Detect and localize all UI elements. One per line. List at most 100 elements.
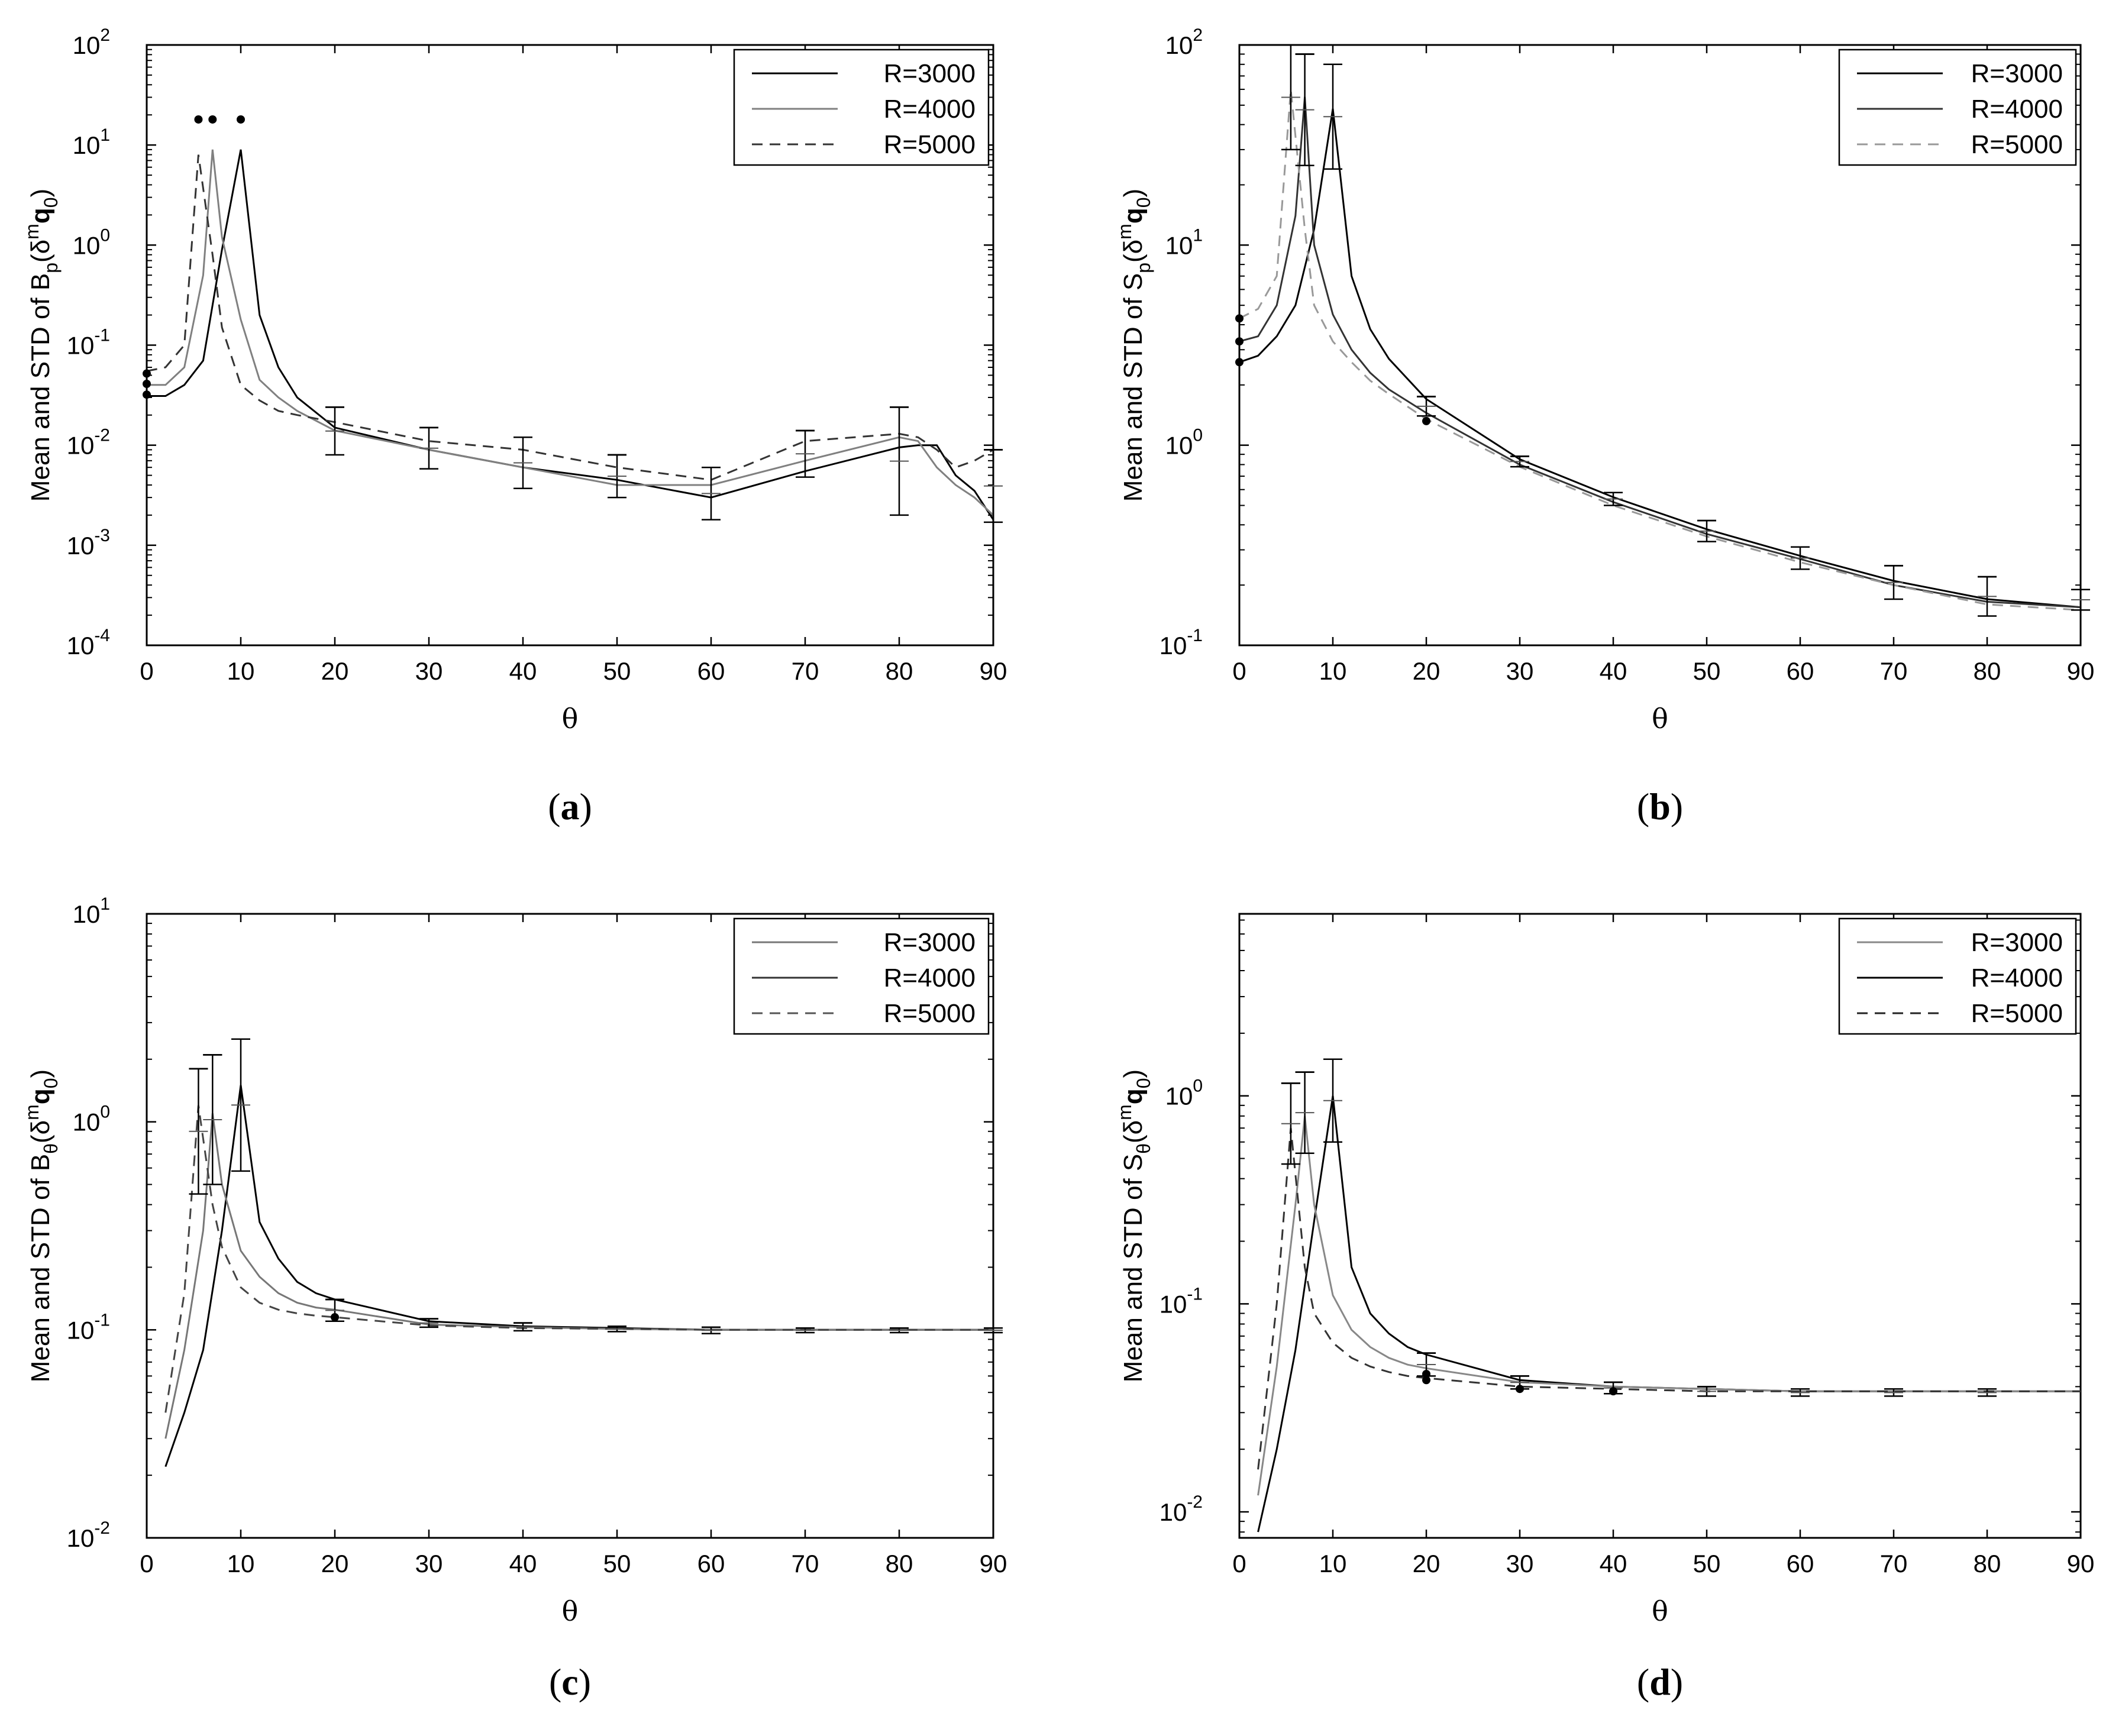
chart-a-y-tick-exp: -3 (94, 526, 110, 545)
chart-b-y-tick-base: 10 (1165, 31, 1193, 59)
chart-d-caption: (d) (1637, 1661, 1683, 1703)
chart-b-x-tick-label: 80 (1974, 657, 2001, 685)
chart-d-y-label-sub: θ (1133, 1143, 1154, 1154)
chart-c-x-tick-label: 40 (509, 1550, 537, 1577)
chart-c-y-tick-label: 10-1 (67, 1310, 110, 1344)
chart-c-series-line-r-3000 (164, 1085, 993, 1467)
chart-d-y-axis-label: Mean and STD of Sθ(δmq0) (1114, 1069, 1154, 1382)
chart-b-series-line-r-4000 (1239, 96, 2081, 609)
chart-a-marker-dot (143, 369, 151, 378)
chart-b-errorbar (1604, 492, 1623, 506)
chart-d-errorbar (1884, 1388, 1903, 1397)
chart-a-x-tick-label: 90 (980, 657, 1007, 685)
chart-b-errorbar (1323, 63, 1342, 170)
chart-c-x-tick-label: 60 (697, 1550, 725, 1577)
chart-a-y-label-sup: m (21, 224, 43, 240)
chart-d-legend-label: R=3000 (1971, 928, 2063, 957)
chart-b-errorbars (1281, 44, 2090, 617)
chart-c-errorbar (796, 1327, 815, 1334)
chart-d-series-group (1257, 1095, 2081, 1533)
chart-a-y-label-pre: Mean and STD of B (26, 273, 55, 502)
chart-b-y-label-sub: p (1133, 263, 1154, 273)
chart-a-y-axis-label: Mean and STD of Bp(δmq0) (21, 189, 62, 502)
chart-d-x-tick-label: 10 (1319, 1550, 1347, 1577)
chart-c-x-tick-label: 50 (603, 1550, 631, 1577)
chart-b-y-label-sup: m (1114, 224, 1135, 240)
chart-b-caption-open: ( (1637, 785, 1649, 827)
chart-a-y-tick-label: 102 (73, 25, 110, 59)
chart-c-y-label-pre: Mean and STD of B (26, 1154, 55, 1382)
chart-d-y-tick-base: 10 (1160, 1498, 1187, 1526)
chart-d-errorbar (1697, 1386, 1716, 1397)
chart-b-series-line-r-3000 (1239, 108, 2081, 609)
chart-a-legend-label: R=4000 (884, 95, 976, 124)
chart-a-y-tick-label: 100 (73, 225, 110, 259)
chart-b-y-tick-exp: 1 (1193, 225, 1203, 245)
chart-a-y-tick-label: 10-4 (67, 626, 110, 660)
chart-a-marker-dot (194, 115, 203, 124)
chart-a-x-tick-label: 30 (415, 657, 443, 685)
chart-b-y-label-sub2: 0 (1133, 197, 1154, 208)
chart-d-caption-close: ) (1671, 1661, 1683, 1703)
chart-a-x-tick-label: 20 (321, 657, 349, 685)
chart-b-y-axis-label: Mean and STD of Sp(δmq0) (1114, 189, 1154, 502)
chart-a-y-tick-label: 10-3 (67, 526, 110, 560)
chart-b-caption: (b) (1637, 785, 1683, 827)
chart-d-y-tick-exp: -1 (1187, 1284, 1203, 1304)
chart-c-y-label-mid: (δ (26, 1120, 55, 1143)
chart-a-y-label-bold: q (26, 208, 55, 224)
chart-b-y-tick-base: 10 (1165, 231, 1193, 259)
chart-a-y-tick-base: 10 (67, 532, 95, 560)
chart-c-errorbar (189, 1068, 208, 1195)
chart-c-caption: (c) (549, 1661, 591, 1703)
chart-b-y-tick-exp: -1 (1187, 626, 1203, 645)
chart-a-x-tick-label: 10 (227, 657, 255, 685)
chart-d-x-tick-label: 80 (1974, 1550, 2001, 1577)
chart-c-y-tick-exp: -2 (94, 1518, 110, 1538)
chart-d-errorbar (1281, 1082, 1300, 1165)
chart-c-errorbar (702, 1326, 721, 1334)
chart-b-x-tick-label: 90 (2067, 657, 2095, 685)
chart-b-errorbar (1884, 565, 1903, 600)
chart-a-errorbars (325, 406, 1003, 523)
chart-c-markers (331, 1312, 339, 1321)
chart-c-errorbar (419, 1318, 438, 1328)
chart-c-errorbar (890, 1327, 909, 1334)
chart-a-x-tick-label: 60 (697, 657, 725, 685)
chart-b-errorbar (1791, 546, 1810, 570)
chart-b-errorbar (1295, 53, 1315, 166)
chart-c-y-tick-exp: 1 (100, 894, 110, 914)
chart-c-legend-label: R=4000 (884, 964, 976, 993)
chart-c-y-label-bold: q (26, 1088, 55, 1104)
chart-a-series-line-r-4000 (147, 149, 993, 516)
chart-b-legend-box (1838, 49, 2077, 166)
chart-d-x-tick-label: 30 (1506, 1550, 1534, 1577)
chart-d-caption-letter: d (1649, 1661, 1671, 1703)
chart-c-legend: R=3000 R=4000 R=5000 (733, 917, 990, 1035)
chart-d-x-tick-label: 40 (1600, 1550, 1627, 1577)
chart-d-y-tick-exp: -2 (1187, 1492, 1203, 1512)
chart-d-series-line-r-4000 (1257, 1116, 2081, 1496)
chart-d-y-tick-label: 10-1 (1160, 1284, 1203, 1318)
chart-d-legend-label: R=4000 (1971, 964, 2063, 993)
chart-d-x-tick-label: 70 (1880, 1550, 1908, 1577)
chart-b-errorbar (1978, 576, 1997, 617)
chart-a-y-tick-base: 10 (67, 432, 95, 460)
chart-a: 0 10 20 30 40 50 60 70 80 9010-410-310-210-110010… (21, 25, 1007, 827)
chart-d-y-tick-label: 100 (1165, 1076, 1203, 1110)
chart-b-marker-dot (1235, 314, 1244, 323)
chart-b-x-tick-label: 0 (1232, 657, 1246, 685)
chart-b-markers (1235, 314, 1430, 425)
chart-d-x-ticks: 0 10 20 30 40 50 60 70 80 90 (1232, 914, 2094, 1577)
chart-a-errorbar (984, 449, 1003, 523)
chart-d-x-tick-label: 20 (1413, 1550, 1441, 1577)
chart-a-y-tick-label: 101 (73, 125, 110, 159)
chart-c-marker-dot (331, 1312, 339, 1321)
chart-d-errorbar (1978, 1388, 1997, 1397)
chart-a-x-tick-label: 70 (792, 657, 819, 685)
chart-c-caption-close: ) (579, 1661, 591, 1703)
chart-c-axes-frame (146, 913, 994, 1539)
chart-b-caption-close: ) (1671, 785, 1683, 827)
